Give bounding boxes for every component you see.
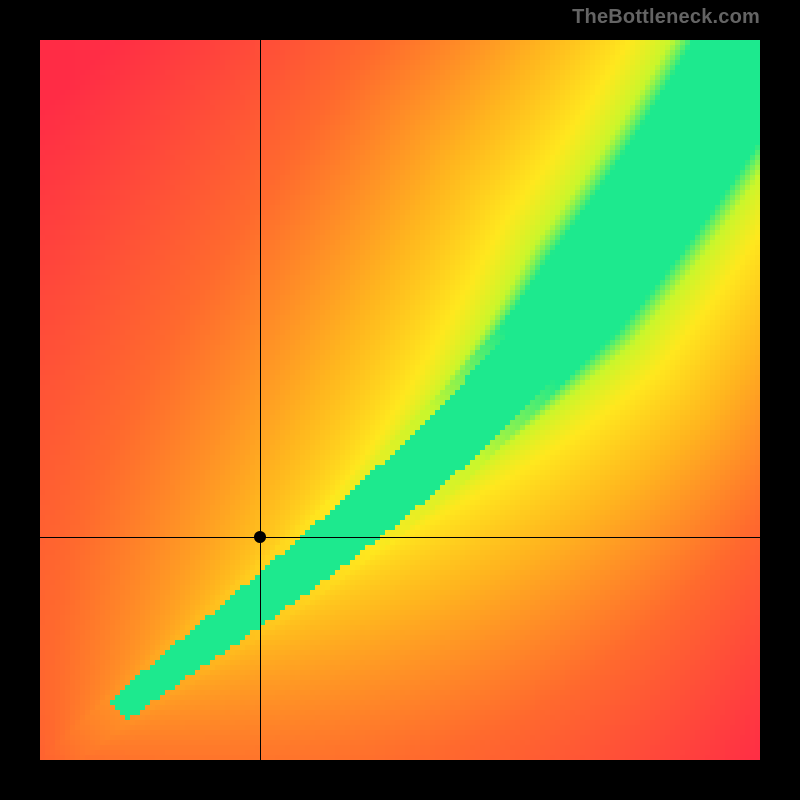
crosshair-horizontal bbox=[40, 537, 760, 538]
selected-hardware-point bbox=[254, 531, 266, 543]
chart-frame: TheBottleneck.com bbox=[0, 0, 800, 800]
plot-area bbox=[40, 40, 760, 760]
crosshair-vertical bbox=[260, 40, 261, 760]
watermark-text: TheBottleneck.com bbox=[572, 6, 760, 29]
bottleneck-heatmap bbox=[40, 40, 760, 760]
